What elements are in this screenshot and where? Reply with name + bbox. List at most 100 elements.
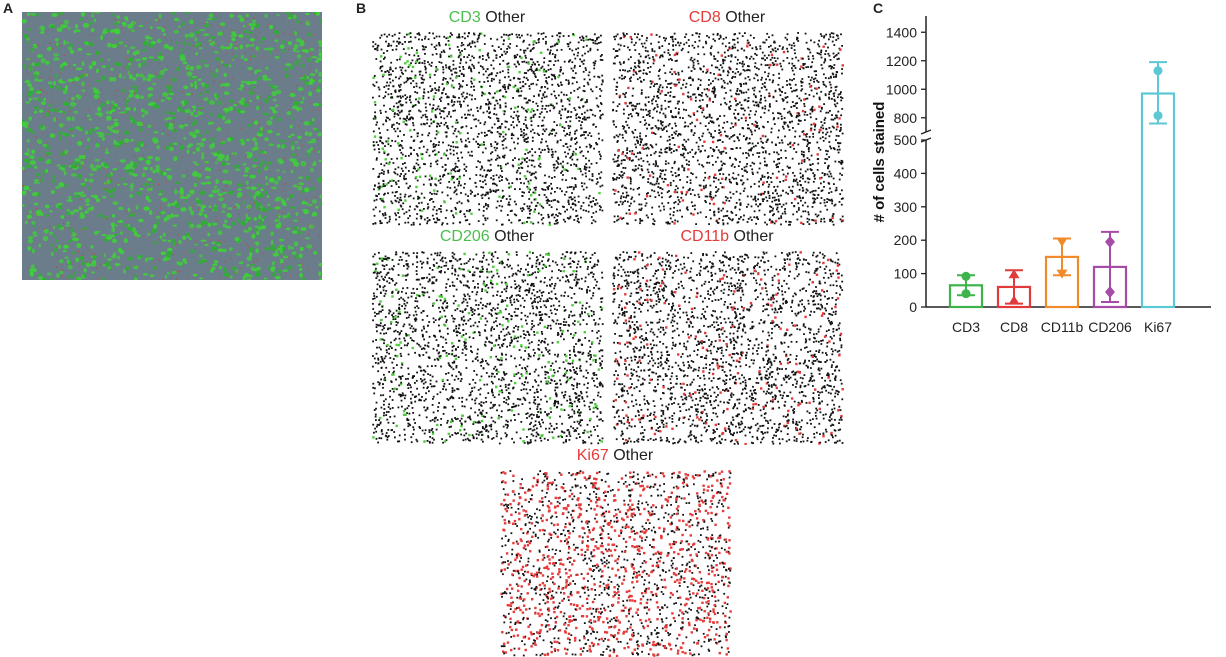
- cell: [311, 211, 317, 217]
- cell: [211, 263, 218, 267]
- other-cell-dot: [558, 112, 561, 115]
- cell: [78, 165, 83, 169]
- red-stain-dot: [304, 40, 306, 42]
- red-stain-dot: [106, 171, 108, 173]
- other-cell-dot: [459, 211, 462, 213]
- other-cell-dot: [471, 55, 474, 58]
- cell: [76, 242, 82, 249]
- other-cell-dot: [682, 152, 685, 155]
- other-cell-dot: [477, 133, 480, 135]
- other-cell-dot: [384, 185, 386, 187]
- cell: [122, 89, 126, 93]
- other-cell-dot: [479, 180, 482, 182]
- other-cell-dot: [388, 71, 390, 74]
- other-cell-dot: [729, 60, 732, 63]
- other-cell-dot: [532, 82, 534, 85]
- cell: [161, 27, 165, 33]
- other-cell-dot: [374, 222, 377, 225]
- red-stain-dot: [258, 208, 260, 210]
- cell: [135, 205, 139, 210]
- cell: [196, 173, 202, 178]
- cell: [228, 64, 232, 68]
- other-cell-dot: [664, 151, 667, 153]
- cell: [269, 24, 274, 30]
- other-cell-dot: [412, 140, 415, 142]
- cell: [186, 92, 191, 96]
- other-cell-dot: [541, 97, 543, 100]
- other-cell-dot: [721, 141, 724, 143]
- red-stain-dot: [235, 41, 238, 43]
- other-cell-dot: [829, 172, 832, 175]
- red-stain-dot: [311, 109, 313, 112]
- other-cell-dot: [441, 166, 444, 168]
- other-cell-dot: [525, 56, 527, 59]
- red-stain-dot: [194, 247, 197, 250]
- other-cell-dot: [461, 42, 463, 44]
- red-stain-dot: [258, 32, 260, 34]
- other-cell-dot: [831, 202, 833, 205]
- red-stain-dot: [71, 17, 73, 19]
- other-cell-dot: [386, 70, 389, 72]
- cell: [77, 141, 83, 146]
- cell: [281, 199, 286, 205]
- red-stain-dot: [192, 45, 194, 47]
- red-stain-dot: [85, 168, 87, 170]
- other-cell-dot: [714, 58, 717, 60]
- cell: [160, 251, 167, 256]
- other-cell-dot: [785, 97, 787, 99]
- red-stain-dot: [167, 134, 169, 136]
- cell: [149, 274, 155, 278]
- other-cell-dot: [409, 109, 412, 112]
- other-cell-dot: [449, 35, 451, 38]
- other-cell-dot: [470, 108, 472, 111]
- marker-positive-dot: [431, 110, 434, 113]
- other-cell-dot: [640, 203, 643, 206]
- other-cell-dot: [451, 175, 453, 178]
- red-stain-dot: [231, 53, 234, 55]
- cell: [294, 141, 299, 144]
- cell: [272, 252, 279, 257]
- other-cell-dot: [777, 83, 780, 86]
- other-cell-dot: [484, 147, 487, 150]
- other-cell-dot: [395, 45, 398, 47]
- other-cell-dot: [644, 143, 647, 146]
- red-stain-dot: [283, 183, 286, 185]
- other-cell-dot: [490, 143, 492, 145]
- other-cell-dot: [460, 105, 462, 108]
- other-cell-dot: [543, 74, 546, 76]
- other-cell-dot: [499, 89, 502, 92]
- other-cell-dot: [525, 101, 528, 104]
- other-cell-dot: [513, 200, 516, 203]
- cell: [219, 22, 226, 27]
- other-cell-dot: [382, 200, 385, 203]
- cell: [129, 74, 133, 80]
- cell: [190, 210, 194, 215]
- other-cell-dot: [730, 164, 733, 167]
- other-cell-dot: [514, 157, 516, 159]
- cell: [133, 162, 140, 165]
- other-cell-dot: [547, 188, 550, 191]
- cell: [313, 160, 317, 165]
- red-stain-dot: [43, 228, 46, 230]
- marker-positive-dot: [563, 168, 566, 171]
- cell: [265, 101, 269, 104]
- other-cell-dot: [528, 159, 531, 162]
- other-cell-dot: [571, 203, 574, 206]
- other-cell-dot: [409, 118, 411, 121]
- other-cell-dot: [580, 170, 582, 173]
- cell: [166, 122, 170, 128]
- other-cell-dot: [429, 183, 432, 185]
- other-cell-dot: [818, 39, 820, 42]
- red-stain-dot: [232, 108, 235, 111]
- other-cell-dot: [838, 160, 840, 163]
- cell: [123, 183, 128, 186]
- red-stain-dot: [314, 247, 316, 249]
- other-cell-dot: [556, 221, 559, 224]
- cell: [244, 169, 249, 173]
- other-cell-dot: [492, 189, 495, 192]
- red-stain-dot: [56, 123, 58, 125]
- other-cell-dot: [676, 191, 679, 194]
- cell: [124, 266, 131, 271]
- other-cell-dot: [458, 97, 460, 99]
- red-stain-dot: [294, 257, 296, 259]
